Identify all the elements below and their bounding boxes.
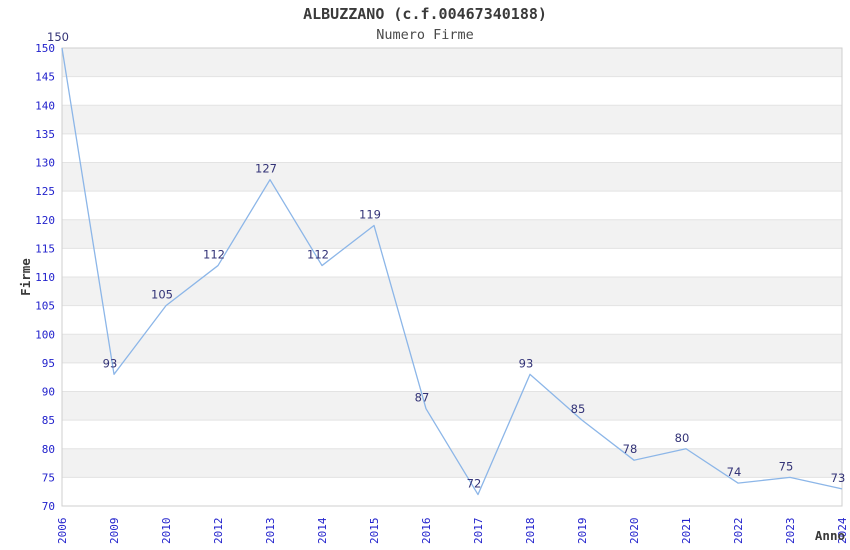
y-tick-label: 125 <box>35 185 55 198</box>
plot-stripe <box>62 162 842 192</box>
plot-stripe <box>62 391 842 421</box>
data-point-label: 72 <box>467 477 482 491</box>
y-tick-label: 135 <box>35 128 55 141</box>
y-axis-title: Firme <box>18 258 33 296</box>
x-tick-label: 2024 <box>836 517 849 544</box>
chart-subtitle: Numero Firme <box>376 27 474 43</box>
x-tick-label: 2019 <box>576 518 589 545</box>
x-tick-label: 2018 <box>524 518 537 545</box>
x-tick-label: 2020 <box>628 518 641 545</box>
data-point-label: 150 <box>47 30 69 44</box>
data-point-label: 93 <box>103 356 118 370</box>
y-tick-label: 140 <box>35 99 55 112</box>
x-axis-title: Anno <box>815 528 845 543</box>
x-tick-label: 2023 <box>784 518 797 545</box>
plot-stripe <box>62 334 842 363</box>
data-point-label: 75 <box>779 459 794 473</box>
plot-stripe <box>62 219 842 249</box>
y-tick-label: 75 <box>42 471 55 484</box>
y-tick-label: 130 <box>35 157 55 170</box>
data-line <box>61 47 843 496</box>
data-point-label: 112 <box>307 248 329 262</box>
y-tick-label: 95 <box>42 357 55 370</box>
x-tick-label: 2014 <box>316 517 329 544</box>
plot-stripe <box>62 448 842 478</box>
data-point-label: 73 <box>831 471 846 485</box>
plot-border <box>61 47 843 507</box>
data-point-label: 80 <box>675 431 690 445</box>
data-point-label: 119 <box>359 207 381 221</box>
y-tick-label: 80 <box>42 443 55 456</box>
y-tick-label: 145 <box>35 71 55 84</box>
x-tick-label: 2013 <box>264 518 277 545</box>
x-tick-label: 2016 <box>420 518 433 545</box>
y-tick-label: 85 <box>42 414 55 427</box>
plot-stripe <box>62 48 842 77</box>
x-tick-label: 2022 <box>732 518 745 545</box>
data-point-label: 105 <box>151 288 173 302</box>
x-tick-label: 2006 <box>56 518 69 545</box>
y-tick-label: 120 <box>35 214 55 227</box>
data-point-label: 93 <box>519 356 534 370</box>
plot-stripe <box>62 105 842 134</box>
y-tick-label: 105 <box>35 300 55 313</box>
data-point-label: 78 <box>623 442 638 456</box>
data-point-label: 112 <box>203 248 225 262</box>
y-tick-label: 115 <box>35 242 55 255</box>
plot-stripe <box>62 277 842 306</box>
x-tick-label: 2012 <box>212 518 225 545</box>
y-tick-label: 90 <box>42 386 55 399</box>
x-tick-label: 2010 <box>160 518 173 545</box>
x-tick-label: 2009 <box>108 518 121 545</box>
y-tick-label: 100 <box>35 328 55 341</box>
x-tick-label: 2021 <box>680 518 693 545</box>
y-tick-label: 150 <box>35 42 55 55</box>
data-point-label: 87 <box>415 391 430 405</box>
chart-title: ALBUZZANO (c.f.00467340188) <box>303 5 547 23</box>
data-point-label: 74 <box>727 465 742 479</box>
y-tick-label: 110 <box>35 271 55 284</box>
data-point-label: 127 <box>255 162 277 176</box>
data-point-label: 85 <box>571 402 586 416</box>
y-tick-label: 70 <box>42 500 55 513</box>
x-tick-label: 2017 <box>472 518 485 545</box>
x-tick-label: 2015 <box>368 518 381 545</box>
